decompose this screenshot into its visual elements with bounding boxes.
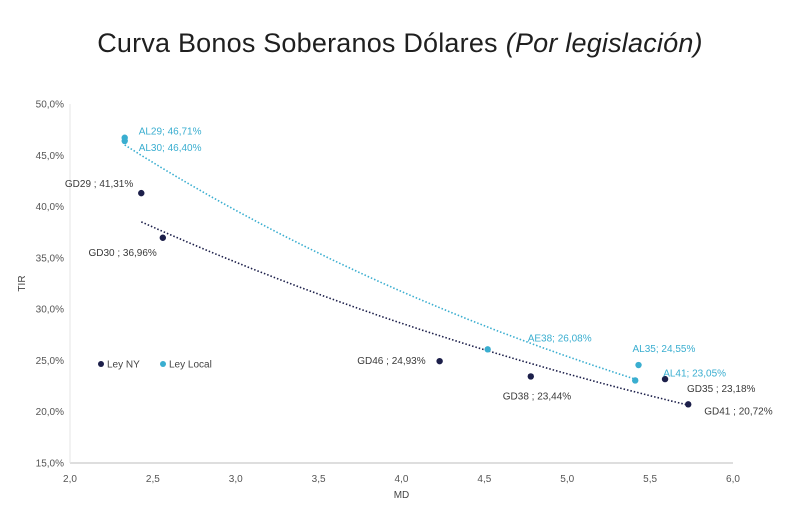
y-tick-label: 25,0%: [36, 356, 64, 367]
data-point: [436, 357, 443, 365]
data-label: GD46 ; 24,93%: [357, 356, 425, 367]
data-label: AL29; 46,71%: [139, 127, 202, 138]
data-point: [121, 137, 128, 145]
x-tick-label: 4,5: [477, 474, 491, 485]
trendline-ley-ny: [140, 221, 689, 406]
y-axis-label: TIR: [17, 275, 28, 291]
legend-marker: [98, 361, 104, 367]
y-tick-label: 35,0%: [36, 253, 64, 264]
data-point: [138, 189, 145, 197]
data-point: [635, 361, 642, 369]
x-tick-label: 5,5: [643, 474, 657, 485]
x-axis-label: MD: [394, 490, 410, 501]
data-label: GD30 ; 36,96%: [88, 248, 156, 259]
x-tick-label: 2,0: [63, 474, 77, 485]
data-point: [484, 346, 491, 353]
data-point: [685, 401, 692, 408]
trendline-ley-local: [124, 144, 639, 381]
x-tick-label: 3,5: [312, 474, 326, 485]
y-tick-label: 15,0%: [36, 459, 64, 470]
legend-label: Ley NY: [107, 360, 140, 371]
legend-label: Ley Local: [169, 360, 212, 371]
x-tick-label: 3,0: [229, 474, 243, 485]
data-point: [159, 234, 167, 241]
x-tick-label: 2,5: [146, 474, 160, 485]
y-tick-label: 30,0%: [36, 305, 64, 316]
y-tick-label: 40,0%: [36, 202, 64, 213]
y-tick-label: 50,0%: [36, 100, 64, 111]
chart-title: Curva Bonos Soberanos Dólares (Por legisl…: [0, 28, 800, 59]
data-label: AL41; 23,05%: [663, 368, 726, 379]
data-point: [661, 375, 669, 383]
x-tick-label: 4,0: [395, 474, 409, 485]
legend-marker: [160, 361, 166, 367]
y-tick-label: 20,0%: [36, 407, 64, 418]
chart-subtitle: (Por legislación): [505, 28, 703, 58]
data-label: GD35 ; 23,18%: [687, 384, 755, 395]
y-tick-label: 45,0%: [36, 151, 64, 162]
data-point: [527, 373, 534, 380]
data-label: AE38; 26,08%: [528, 333, 592, 344]
data-label: GD38 ; 23,44%: [503, 391, 571, 402]
data-label: GD41 ; 20,72%: [704, 406, 772, 417]
data-label: AL35; 24,55%: [633, 344, 696, 355]
chart-title-main: Curva Bonos Soberanos Dólares: [97, 28, 498, 58]
x-tick-label: 6,0: [726, 474, 740, 485]
data-point: [632, 377, 639, 384]
data-label: AL30; 46,40%: [139, 143, 202, 154]
data-label: GD29 ; 41,31%: [65, 179, 133, 190]
x-tick-label: 5,0: [560, 474, 574, 485]
